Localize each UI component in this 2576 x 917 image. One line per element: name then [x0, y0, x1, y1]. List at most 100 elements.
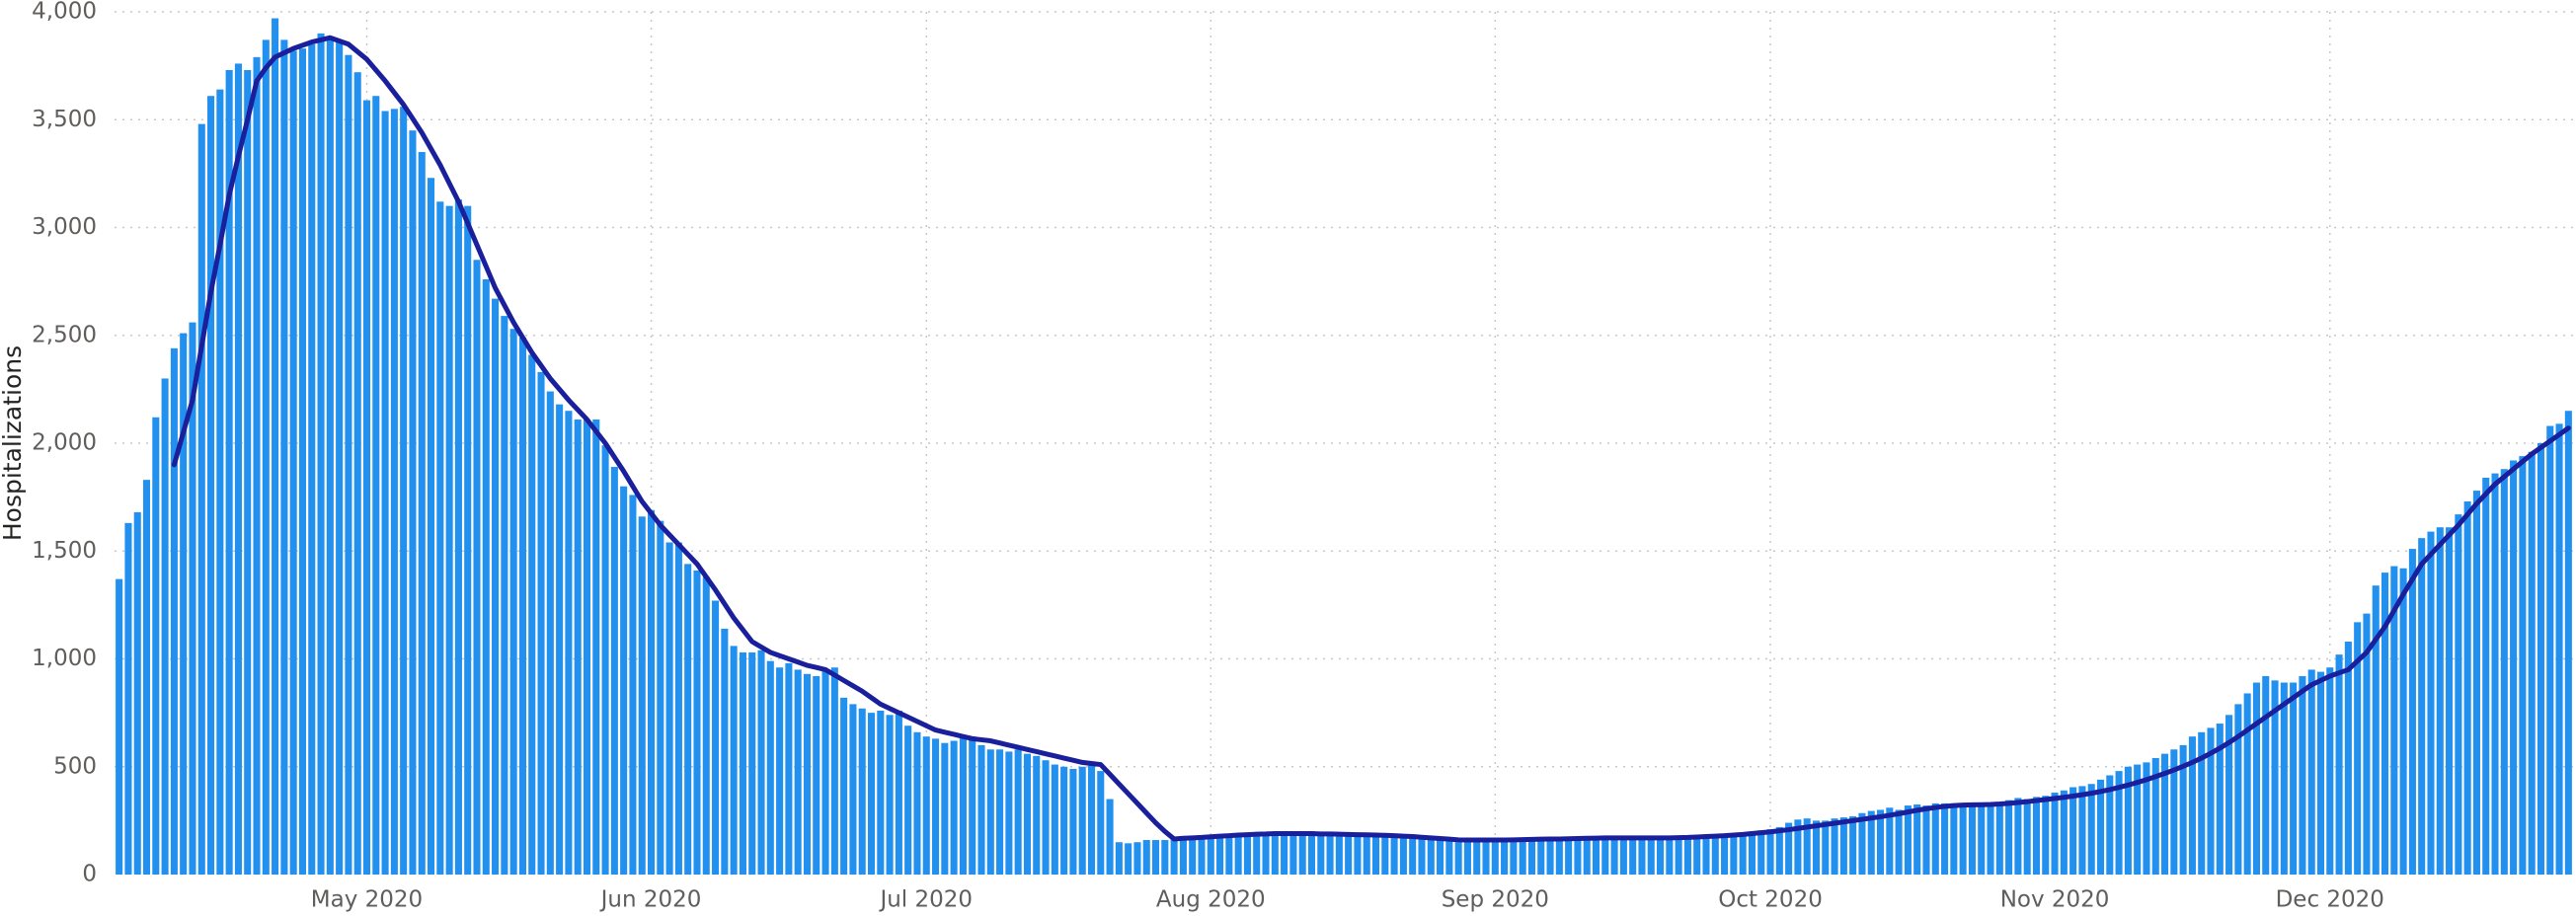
bar [1042, 760, 1050, 875]
bar [1097, 771, 1105, 875]
bar [362, 100, 371, 875]
bar [2005, 800, 2013, 875]
bar [1610, 837, 1618, 875]
bar [1867, 810, 1875, 875]
bar [2051, 792, 2059, 875]
bar [225, 69, 233, 876]
bar [1601, 837, 1609, 875]
bar [877, 710, 885, 875]
bar [189, 322, 196, 875]
bar [2262, 675, 2270, 875]
bar [473, 260, 481, 875]
bar [2363, 613, 2371, 875]
bar [2290, 682, 2298, 875]
bar [1482, 842, 1490, 875]
bar [574, 419, 582, 875]
bar [1876, 809, 1885, 875]
x-tick-label: Sep 2020 [1442, 887, 1549, 913]
bar [1922, 805, 1930, 875]
y-axis-title: Hospitalizations [0, 345, 27, 541]
bar [1510, 841, 1518, 875]
bar [272, 18, 279, 876]
bar [1354, 834, 1362, 875]
bar [620, 486, 628, 875]
bar [400, 107, 408, 875]
bar [2170, 749, 2178, 875]
bar [2032, 797, 2041, 875]
bar [1317, 833, 1325, 875]
bar [1693, 836, 1701, 875]
bar [2151, 758, 2159, 875]
bar [1766, 829, 1774, 875]
bar [1683, 837, 1691, 875]
bar [1133, 842, 1141, 875]
bar [381, 111, 389, 875]
bar [1437, 840, 1444, 875]
bar [2069, 787, 2077, 875]
bar [803, 673, 812, 875]
bar [454, 199, 462, 876]
bar [1748, 831, 1756, 875]
bar [748, 651, 756, 875]
bar [739, 651, 746, 875]
bar [2564, 411, 2572, 875]
bar [1959, 803, 1967, 875]
bar [941, 742, 949, 875]
bar [556, 404, 564, 875]
bar [1060, 766, 1068, 875]
bar [1904, 805, 1912, 875]
bar [904, 726, 912, 875]
bar [1179, 838, 1187, 875]
y-tick-label: 1,500 [32, 538, 97, 564]
bar [353, 72, 361, 876]
bar [537, 371, 545, 875]
bar [2198, 731, 2206, 875]
y-tick-label: 3,000 [32, 214, 97, 240]
bar [638, 516, 646, 875]
bar [565, 411, 573, 875]
bar [2537, 443, 2545, 875]
bar [216, 89, 224, 875]
bar [528, 354, 536, 875]
bar [1519, 841, 1526, 875]
bar [1445, 841, 1453, 875]
bar [152, 417, 160, 875]
bar [766, 660, 774, 875]
bar [1730, 833, 1738, 875]
bar [1454, 842, 1462, 875]
bar [1363, 834, 1370, 875]
bar [1078, 766, 1086, 875]
bar [1253, 834, 1261, 875]
bar [1234, 834, 1242, 875]
bar [372, 96, 380, 876]
bar [1537, 840, 1545, 875]
bar [1069, 768, 1077, 875]
x-tick-label: Oct 2020 [1718, 887, 1823, 913]
bar [2124, 766, 2132, 875]
bar [867, 713, 876, 875]
bar [1565, 840, 1573, 875]
bar [2106, 775, 2114, 875]
bar [2519, 456, 2527, 875]
bar [785, 662, 793, 875]
bar [1675, 837, 1682, 875]
bar [1647, 837, 1655, 875]
bar [592, 419, 600, 875]
bar [1950, 802, 1958, 875]
bar [1794, 819, 1802, 875]
bar [1839, 817, 1847, 875]
bar [858, 708, 866, 875]
bar [1574, 840, 1582, 875]
bar [1023, 753, 1031, 875]
bar [2482, 477, 2490, 875]
bar [464, 205, 472, 875]
bar [546, 391, 554, 875]
bar [2500, 469, 2508, 875]
bar [336, 41, 344, 875]
bar [262, 39, 270, 875]
bar [2234, 704, 2242, 875]
y-tick-label: 3,500 [32, 107, 97, 132]
bar [674, 542, 682, 875]
bar [2335, 654, 2343, 875]
bar [2271, 680, 2279, 875]
